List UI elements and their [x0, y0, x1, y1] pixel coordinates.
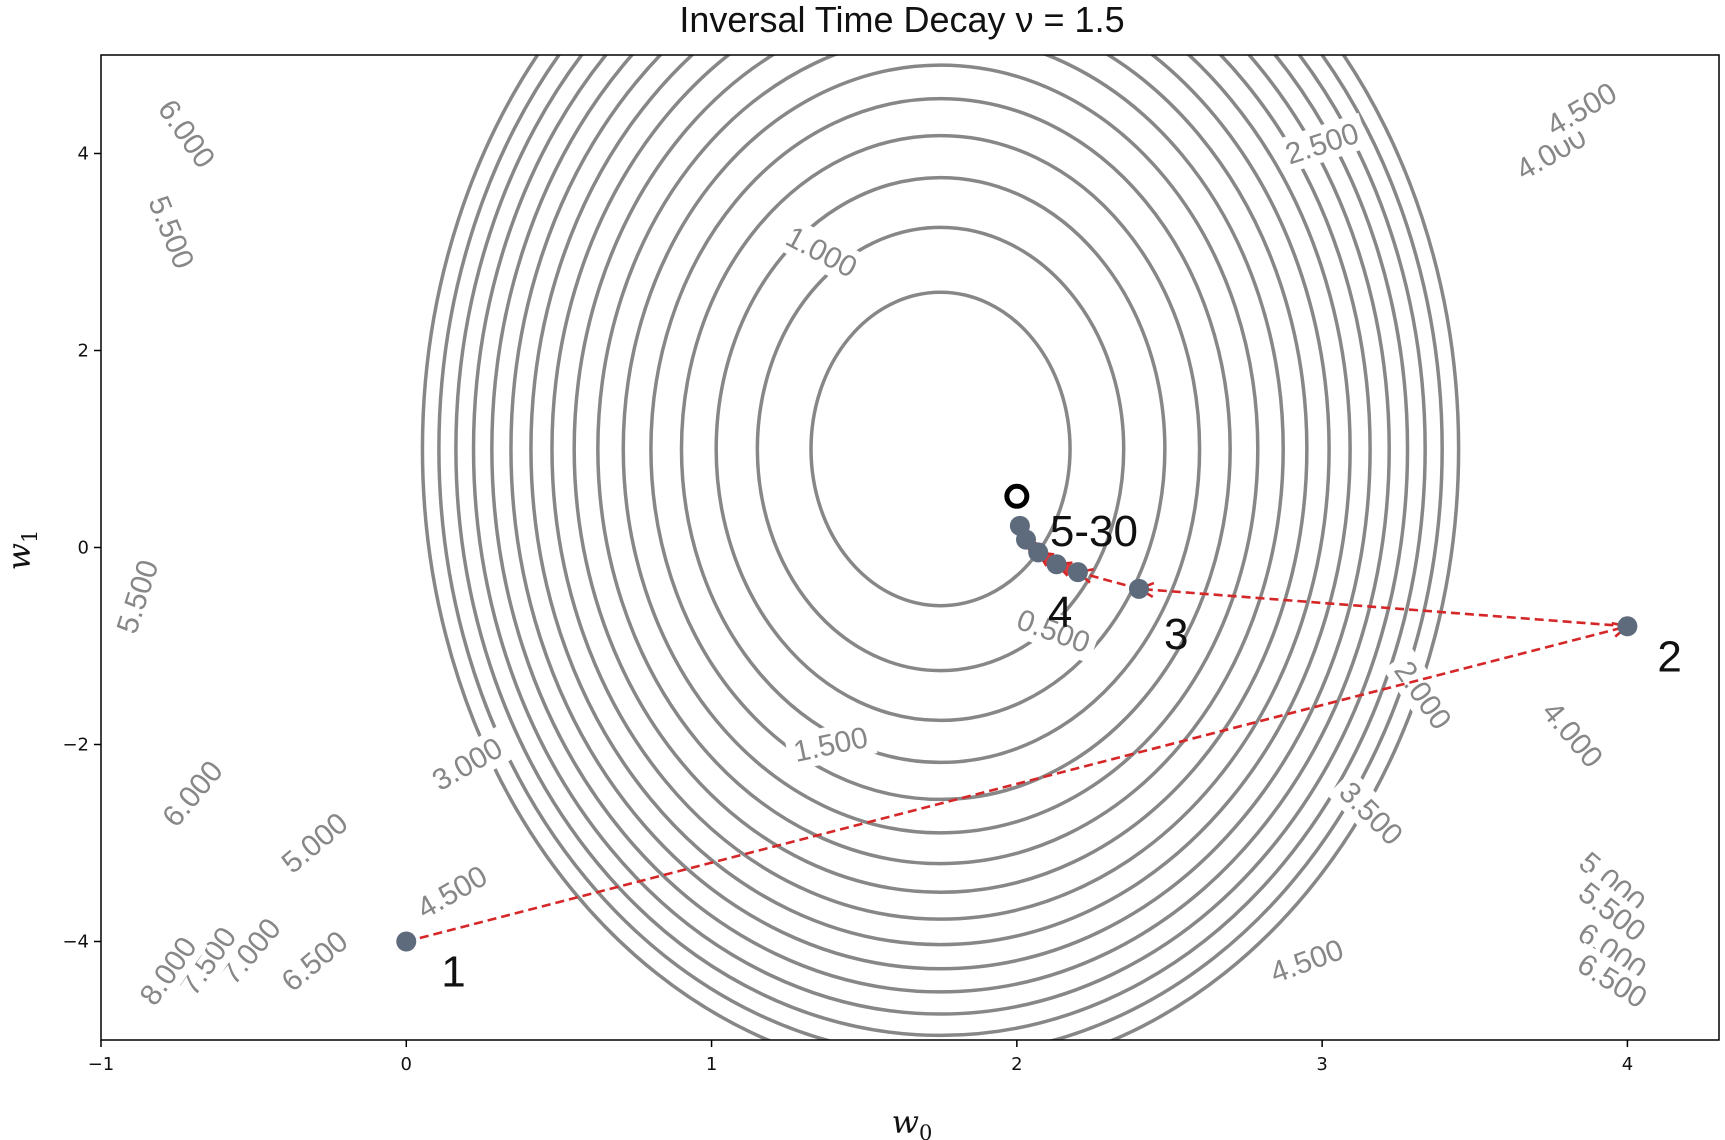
contour-lines — [420, 55, 1461, 1040]
contour-line-6 — [490, 55, 1391, 994]
x-axis-label-subscript: 0 — [919, 1121, 932, 1140]
contour-label-backing — [106, 549, 169, 645]
contour-line-6-5 — [471, 55, 1410, 1016]
contour-line-1 — [755, 225, 1126, 673]
y-tick-label: 4 — [78, 144, 89, 165]
minimum-marker — [1004, 483, 1030, 509]
y-axis-label-main: w — [0, 543, 38, 570]
y-tick-label: 0 — [78, 538, 89, 559]
x-tick-label: 1 — [706, 1054, 717, 1075]
contour-line-7-5 — [437, 55, 1444, 1040]
contour-line-5-5 — [509, 55, 1372, 971]
contour-label-backing — [150, 748, 235, 840]
path-point-3 — [1128, 578, 1149, 599]
contour-line-4 — [572, 55, 1309, 894]
contour-label-backing — [1382, 648, 1463, 742]
chart-title: Inversal Time Decay ν = 1.5 — [679, 0, 1124, 40]
path-point-1 — [396, 931, 417, 952]
x-tick-label: 0 — [401, 1054, 412, 1075]
step-label: 2 — [1657, 632, 1681, 681]
contour-line-0-5 — [809, 290, 1072, 608]
y-tick-label: 2 — [78, 341, 89, 362]
contour-label-backing — [404, 854, 500, 930]
contour-label-backing — [1566, 870, 1658, 954]
x-axis-ticks: −1 0 1 2 3 4 — [88, 1040, 1633, 1075]
contour-label-backing — [1274, 112, 1370, 175]
contour-label-backing — [1565, 942, 1660, 1020]
step-label: 1 — [441, 948, 465, 997]
contour-label-backing — [1530, 689, 1615, 780]
contour-label-backing — [1534, 71, 1629, 147]
contour-line-2 — [679, 133, 1202, 765]
contour-label-backing — [1503, 115, 1599, 192]
contour-line-3-5 — [596, 55, 1285, 866]
x-axis-label: w0 — [892, 1103, 933, 1140]
contour-label-backing — [1259, 929, 1355, 994]
step-label: 4 — [1048, 588, 1072, 637]
path-point-8 — [1009, 515, 1030, 536]
contour-line-8 — [420, 55, 1461, 1040]
contour-label-backing — [138, 184, 205, 280]
contour-label-backing — [774, 215, 869, 289]
contour-label-backing — [420, 726, 515, 802]
y-tick-label: −4 — [62, 932, 89, 953]
contour-label-backing — [269, 919, 360, 1004]
contour-line-2-5 — [649, 96, 1232, 802]
y-tick-label: −2 — [62, 735, 89, 756]
contour-label-backing — [128, 924, 209, 1018]
contour-line-5 — [529, 55, 1352, 947]
contour-line-3 — [621, 63, 1260, 835]
contour-label-backing — [1327, 769, 1415, 858]
descent-path: 1 2 3 4 5-30 — [396, 483, 1682, 997]
contour-label-backing — [1565, 911, 1659, 992]
path-point-5 — [1046, 554, 1067, 575]
contour-line-1-5 — [714, 175, 1167, 723]
path-segment — [1077, 570, 1140, 591]
contour-label-backing — [208, 906, 293, 997]
contour-label-backing — [146, 87, 227, 181]
contour-label-backing — [269, 800, 360, 886]
path-segment — [405, 625, 1628, 943]
y-axis-ticks: −4 −2 0 2 4 — [62, 144, 101, 953]
path-segment — [1138, 587, 1628, 628]
x-tick-label: 3 — [1316, 1054, 1327, 1075]
contour-label-backing — [1566, 840, 1658, 925]
x-tick-label: 4 — [1622, 1054, 1633, 1075]
contour-line-4-5 — [550, 55, 1331, 921]
x-tick-label: 2 — [1011, 1054, 1022, 1075]
y-axis-label-subscript: 1 — [18, 530, 42, 543]
path-point-2 — [1617, 616, 1638, 637]
path-point-6 — [1028, 542, 1049, 563]
step-label: 5-30 — [1050, 507, 1138, 556]
y-axis-label: w1 — [0, 530, 42, 571]
x-axis-label-main: w — [892, 1103, 919, 1140]
contour-label-backing — [167, 914, 248, 1008]
contour-label-backing — [1005, 599, 1101, 664]
path-point-4 — [1067, 562, 1088, 583]
contour-line-7 — [454, 55, 1427, 1037]
step-label: 3 — [1164, 610, 1188, 659]
contour-label-backing — [783, 717, 878, 772]
x-tick-label: −1 — [88, 1054, 115, 1075]
